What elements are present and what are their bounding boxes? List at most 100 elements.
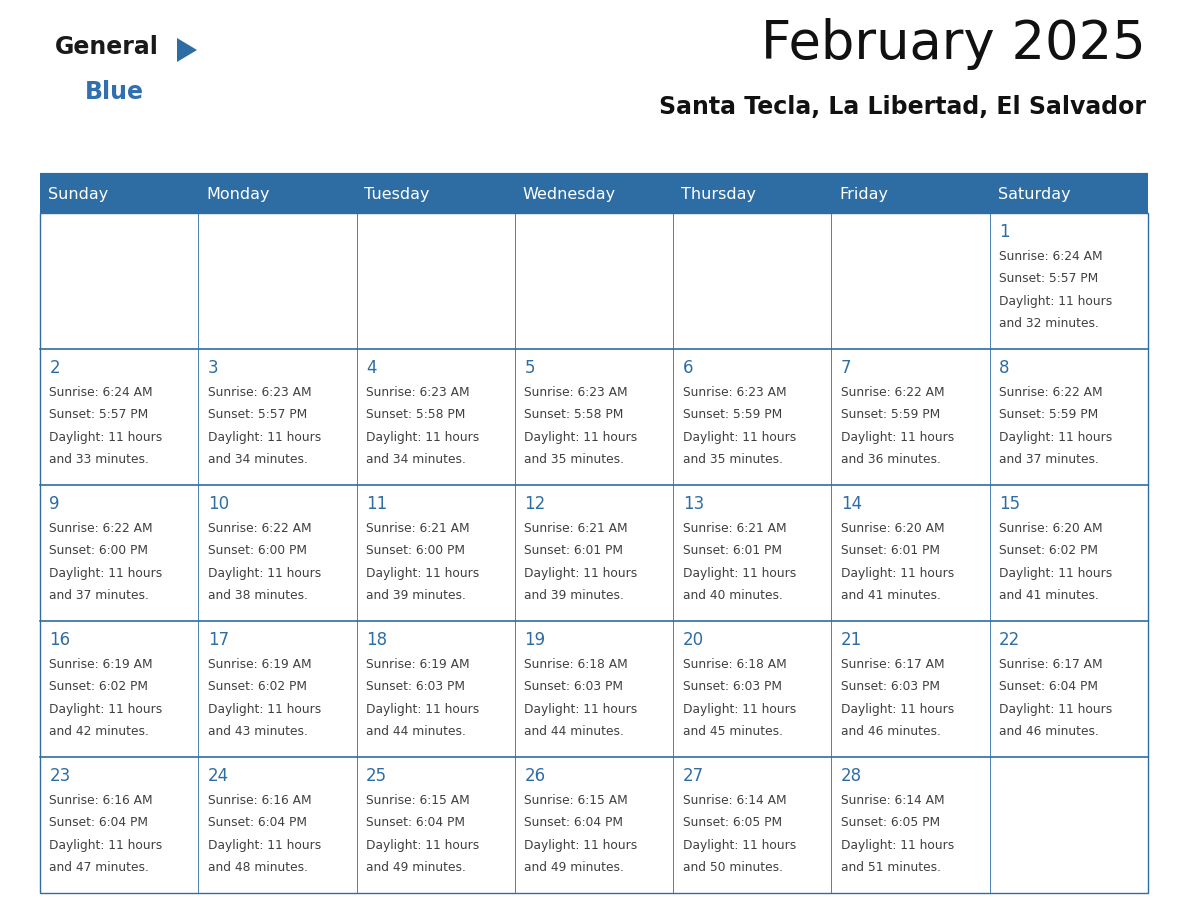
Text: Sunset: 6:04 PM: Sunset: 6:04 PM xyxy=(50,816,148,829)
Text: and 35 minutes.: and 35 minutes. xyxy=(524,453,625,466)
Text: Sunset: 6:05 PM: Sunset: 6:05 PM xyxy=(841,816,940,829)
Text: Sunset: 5:57 PM: Sunset: 5:57 PM xyxy=(50,409,148,421)
Text: Sunrise: 6:21 AM: Sunrise: 6:21 AM xyxy=(524,521,628,534)
Text: Daylight: 11 hours: Daylight: 11 hours xyxy=(683,431,796,443)
Text: Daylight: 11 hours: Daylight: 11 hours xyxy=(524,566,638,579)
Text: Sunrise: 6:14 AM: Sunrise: 6:14 AM xyxy=(841,794,944,807)
Text: 5: 5 xyxy=(524,359,535,376)
Text: 7: 7 xyxy=(841,359,852,376)
Text: and 34 minutes.: and 34 minutes. xyxy=(208,453,308,466)
Text: Sunset: 6:03 PM: Sunset: 6:03 PM xyxy=(366,680,465,693)
Text: Daylight: 11 hours: Daylight: 11 hours xyxy=(208,702,321,716)
Text: Sunrise: 6:24 AM: Sunrise: 6:24 AM xyxy=(999,250,1102,263)
Text: and 32 minutes.: and 32 minutes. xyxy=(999,317,1099,330)
Text: 4: 4 xyxy=(366,359,377,376)
Text: Daylight: 11 hours: Daylight: 11 hours xyxy=(366,431,479,443)
Text: 14: 14 xyxy=(841,495,862,512)
Text: Thursday: Thursday xyxy=(681,186,756,201)
Text: Sunrise: 6:19 AM: Sunrise: 6:19 AM xyxy=(366,657,469,671)
Text: February 2025: February 2025 xyxy=(762,18,1146,70)
Text: 23: 23 xyxy=(50,767,71,785)
Text: Sunset: 6:04 PM: Sunset: 6:04 PM xyxy=(366,816,465,829)
Text: and 35 minutes.: and 35 minutes. xyxy=(683,453,783,466)
Text: and 43 minutes.: and 43 minutes. xyxy=(208,725,308,738)
Text: Sunset: 6:00 PM: Sunset: 6:00 PM xyxy=(208,544,307,557)
Text: Sunrise: 6:22 AM: Sunrise: 6:22 AM xyxy=(999,386,1102,398)
Text: Sunset: 5:59 PM: Sunset: 5:59 PM xyxy=(683,409,782,421)
Text: Blue: Blue xyxy=(86,80,144,104)
Text: Wednesday: Wednesday xyxy=(523,186,615,201)
Text: Daylight: 11 hours: Daylight: 11 hours xyxy=(999,566,1112,579)
Text: and 48 minutes.: and 48 minutes. xyxy=(208,861,308,874)
Text: Daylight: 11 hours: Daylight: 11 hours xyxy=(366,702,479,716)
Text: 18: 18 xyxy=(366,631,387,648)
Text: Friday: Friday xyxy=(840,186,889,201)
Text: Daylight: 11 hours: Daylight: 11 hours xyxy=(524,431,638,443)
Text: Sunrise: 6:16 AM: Sunrise: 6:16 AM xyxy=(208,794,311,807)
Polygon shape xyxy=(177,38,197,62)
Text: Sunrise: 6:23 AM: Sunrise: 6:23 AM xyxy=(208,386,311,398)
Text: Sunset: 6:01 PM: Sunset: 6:01 PM xyxy=(683,544,782,557)
Text: and 51 minutes.: and 51 minutes. xyxy=(841,861,941,874)
Text: Daylight: 11 hours: Daylight: 11 hours xyxy=(524,702,638,716)
Text: Tuesday: Tuesday xyxy=(365,186,430,201)
Text: Daylight: 11 hours: Daylight: 11 hours xyxy=(208,566,321,579)
Text: Sunset: 5:57 PM: Sunset: 5:57 PM xyxy=(999,272,1099,285)
Text: Saturday: Saturday xyxy=(998,186,1070,201)
Text: Sunrise: 6:20 AM: Sunrise: 6:20 AM xyxy=(999,521,1102,534)
Text: Sunrise: 6:15 AM: Sunrise: 6:15 AM xyxy=(524,794,628,807)
Text: 1: 1 xyxy=(999,222,1010,241)
Text: Sunrise: 6:23 AM: Sunrise: 6:23 AM xyxy=(683,386,786,398)
Text: Daylight: 11 hours: Daylight: 11 hours xyxy=(999,431,1112,443)
Text: Sunrise: 6:21 AM: Sunrise: 6:21 AM xyxy=(683,521,786,534)
Text: 9: 9 xyxy=(50,495,61,512)
Text: Sunset: 5:59 PM: Sunset: 5:59 PM xyxy=(999,409,1099,421)
Text: Sunset: 5:57 PM: Sunset: 5:57 PM xyxy=(208,409,307,421)
Text: Daylight: 11 hours: Daylight: 11 hours xyxy=(366,566,479,579)
Text: and 50 minutes.: and 50 minutes. xyxy=(683,861,783,874)
Text: Sunset: 6:04 PM: Sunset: 6:04 PM xyxy=(999,680,1098,693)
Text: Daylight: 11 hours: Daylight: 11 hours xyxy=(366,839,479,852)
Text: and 39 minutes.: and 39 minutes. xyxy=(524,589,624,602)
Text: and 37 minutes.: and 37 minutes. xyxy=(50,589,150,602)
Text: and 46 minutes.: and 46 minutes. xyxy=(999,725,1099,738)
Text: Daylight: 11 hours: Daylight: 11 hours xyxy=(50,431,163,443)
Text: Daylight: 11 hours: Daylight: 11 hours xyxy=(50,702,163,716)
Text: Sunset: 6:02 PM: Sunset: 6:02 PM xyxy=(208,680,307,693)
Text: Sunrise: 6:14 AM: Sunrise: 6:14 AM xyxy=(683,794,786,807)
Text: Sunrise: 6:15 AM: Sunrise: 6:15 AM xyxy=(366,794,469,807)
Text: Daylight: 11 hours: Daylight: 11 hours xyxy=(999,295,1112,308)
Text: Daylight: 11 hours: Daylight: 11 hours xyxy=(208,431,321,443)
Text: Sunrise: 6:23 AM: Sunrise: 6:23 AM xyxy=(524,386,628,398)
Text: and 46 minutes.: and 46 minutes. xyxy=(841,725,941,738)
Text: and 42 minutes.: and 42 minutes. xyxy=(50,725,150,738)
Text: Daylight: 11 hours: Daylight: 11 hours xyxy=(999,702,1112,716)
Text: 12: 12 xyxy=(524,495,545,512)
Text: 3: 3 xyxy=(208,359,219,376)
Text: 13: 13 xyxy=(683,495,703,512)
Text: and 49 minutes.: and 49 minutes. xyxy=(366,861,466,874)
Text: Daylight: 11 hours: Daylight: 11 hours xyxy=(683,839,796,852)
Text: 2: 2 xyxy=(50,359,61,376)
Text: and 38 minutes.: and 38 minutes. xyxy=(208,589,308,602)
Text: Sunrise: 6:18 AM: Sunrise: 6:18 AM xyxy=(524,657,628,671)
Bar xyxy=(40,175,1148,213)
Text: Sunrise: 6:20 AM: Sunrise: 6:20 AM xyxy=(841,521,944,534)
Text: 26: 26 xyxy=(524,767,545,785)
Text: Daylight: 11 hours: Daylight: 11 hours xyxy=(841,839,954,852)
Text: Daylight: 11 hours: Daylight: 11 hours xyxy=(50,839,163,852)
Text: Sunset: 6:04 PM: Sunset: 6:04 PM xyxy=(524,816,624,829)
Text: Sunset: 6:01 PM: Sunset: 6:01 PM xyxy=(841,544,940,557)
Text: Sunset: 5:59 PM: Sunset: 5:59 PM xyxy=(841,409,940,421)
Text: and 49 minutes.: and 49 minutes. xyxy=(524,861,624,874)
Text: and 47 minutes.: and 47 minutes. xyxy=(50,861,150,874)
Text: and 36 minutes.: and 36 minutes. xyxy=(841,453,941,466)
Text: Sunset: 5:58 PM: Sunset: 5:58 PM xyxy=(524,409,624,421)
Text: 24: 24 xyxy=(208,767,229,785)
Text: Daylight: 11 hours: Daylight: 11 hours xyxy=(841,566,954,579)
Text: and 45 minutes.: and 45 minutes. xyxy=(683,725,783,738)
Text: Sunset: 6:02 PM: Sunset: 6:02 PM xyxy=(50,680,148,693)
Text: Sunrise: 6:18 AM: Sunrise: 6:18 AM xyxy=(683,657,786,671)
Text: and 33 minutes.: and 33 minutes. xyxy=(50,453,150,466)
Text: Sunrise: 6:24 AM: Sunrise: 6:24 AM xyxy=(50,386,153,398)
